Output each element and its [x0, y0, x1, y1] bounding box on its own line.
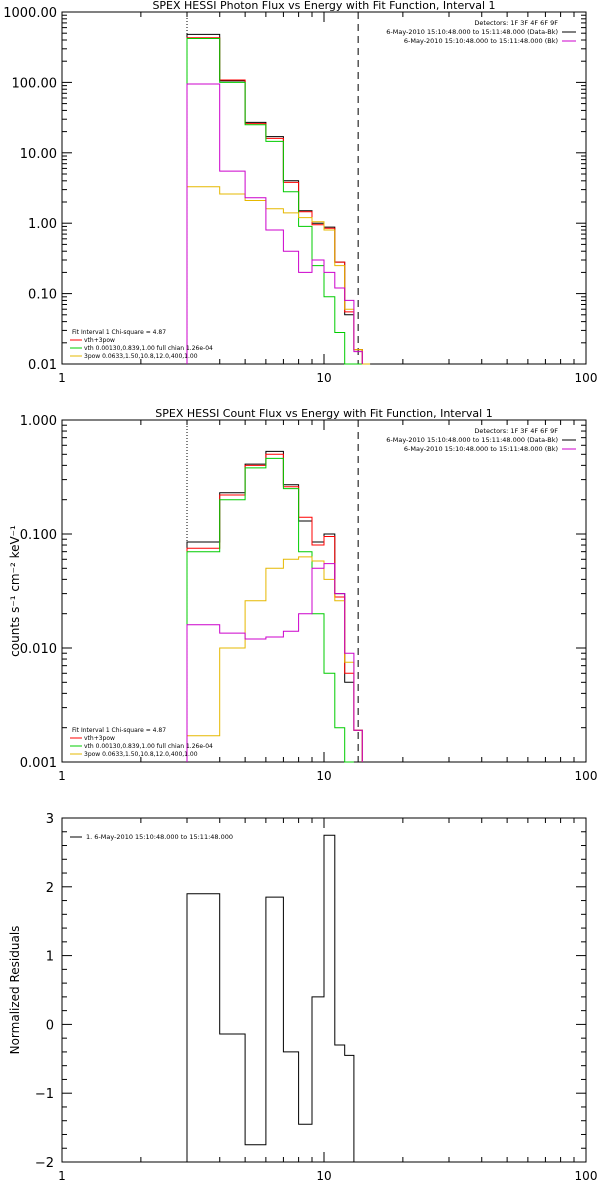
y-tick-label: 0.010 — [20, 642, 57, 657]
y-tick-label: 0.001 — [20, 756, 57, 771]
series-line-3 — [186, 457, 354, 763]
y-tick-label: 100.00 — [12, 76, 58, 91]
x-tick-label: 10 — [316, 769, 331, 783]
series-line-4 — [186, 556, 363, 762]
y-tick-label: −2 — [35, 1156, 54, 1171]
x-tick-label: 1 — [58, 371, 66, 385]
series-line-4 — [186, 186, 371, 365]
series-line-1 — [186, 33, 363, 364]
chart-title: SPEX HESSI Count Flux vs Energy with Fit… — [155, 407, 492, 420]
plot-frame — [61, 11, 587, 365]
legend-entry: 6-May-2010 15:10:48.000 to 15:11:48.000 … — [386, 436, 558, 444]
y-tick-label: 0.100 — [20, 528, 57, 543]
series-line-5 — [186, 83, 363, 364]
legend-entry: 3pow 0.0633,1.50,10.8,12.0,400,1.00 — [84, 751, 198, 758]
y-axis-label: counts s⁻¹ cm⁻² keV⁻¹ — [8, 525, 22, 657]
y-tick-label: 1.000 — [20, 414, 57, 429]
y-axis-label: Normalized Residuals — [8, 926, 22, 1055]
series-line-2 — [186, 453, 363, 762]
chart-panel-3: Normalized Residuals 1 10 100 −2 −1 0 1 2 3 1. 6-M… — [8, 812, 597, 1183]
legend-entry: Fit Interval 1 Chi-square = 4.87 — [72, 329, 166, 336]
x-tick-label: 1 — [58, 1169, 66, 1183]
y-tick-label: 0 — [46, 1018, 54, 1033]
legend-entry: vth+3pow — [84, 735, 115, 742]
x-tick-label: 100 — [575, 371, 598, 385]
x-tick-label: 10 — [316, 371, 331, 385]
y-tick-label: 1000.00 — [3, 6, 57, 21]
legend-entry: 3pow 0.0633,1.50,10.8,12.0,400,1.00 — [84, 353, 198, 360]
x-tick-label: 100 — [575, 769, 598, 783]
chart-panel-2: SPEX HESSI Count Flux vs Energy with Fit… — [8, 407, 597, 783]
y-tick-label: 3 — [46, 812, 54, 827]
legend-entry: vth 0.00130,0.839,1.00 full chian 1.26e-… — [84, 345, 213, 352]
chart-panel-1: SPEX HESSI Photon Flux vs Energy with Fi… — [3, 0, 597, 385]
legend-entry: vth 0.00130,0.839,1.00 full chian 1.26e-… — [84, 743, 213, 750]
y-tick-label: 0.01 — [28, 358, 57, 373]
legend-entry: Fit Interval 1 Chi-square = 4.87 — [72, 727, 166, 734]
legend-entry: 6-May-2010 15:10:48.000 to 15:11:48.000 … — [386, 28, 558, 36]
series-line-1 — [186, 450, 363, 762]
y-tick-label: 1 — [46, 950, 54, 965]
series-line-1 — [186, 834, 355, 1162]
series-line-2 — [186, 37, 363, 364]
y-tick-label: −1 — [35, 1087, 54, 1102]
y-tick-label: 0.10 — [28, 288, 57, 303]
legend-entry: Detectors: 1F 3F 4F 6F 9F — [474, 427, 558, 435]
x-tick-label: 100 — [575, 1169, 598, 1183]
x-tick-label: 1 — [58, 769, 66, 783]
plot-frame — [61, 419, 587, 763]
chart-title: SPEX HESSI Photon Flux vs Energy with Fi… — [152, 0, 495, 12]
legend-entry: vth+3pow — [84, 337, 115, 344]
y-tick-label: 2 — [46, 881, 54, 896]
legend-entry: 1. 6-May-2010 15:10:48.000 to 15:11:48.0… — [86, 833, 233, 841]
legend-entry: Detectors: 1F 3F 4F 6F 9F — [474, 19, 558, 27]
series-line-3 — [186, 38, 363, 365]
x-tick-label: 10 — [316, 1169, 331, 1183]
legend-entry: 6-May-2010 15:10:48.000 to 15:11:48.000 … — [404, 37, 558, 45]
y-tick-label: 1.00 — [28, 217, 57, 232]
y-tick-label: 10.00 — [20, 147, 57, 162]
series-line-5 — [186, 563, 363, 762]
legend-entry: 6-May-2010 15:10:48.000 to 15:11:48.000 … — [404, 445, 558, 453]
